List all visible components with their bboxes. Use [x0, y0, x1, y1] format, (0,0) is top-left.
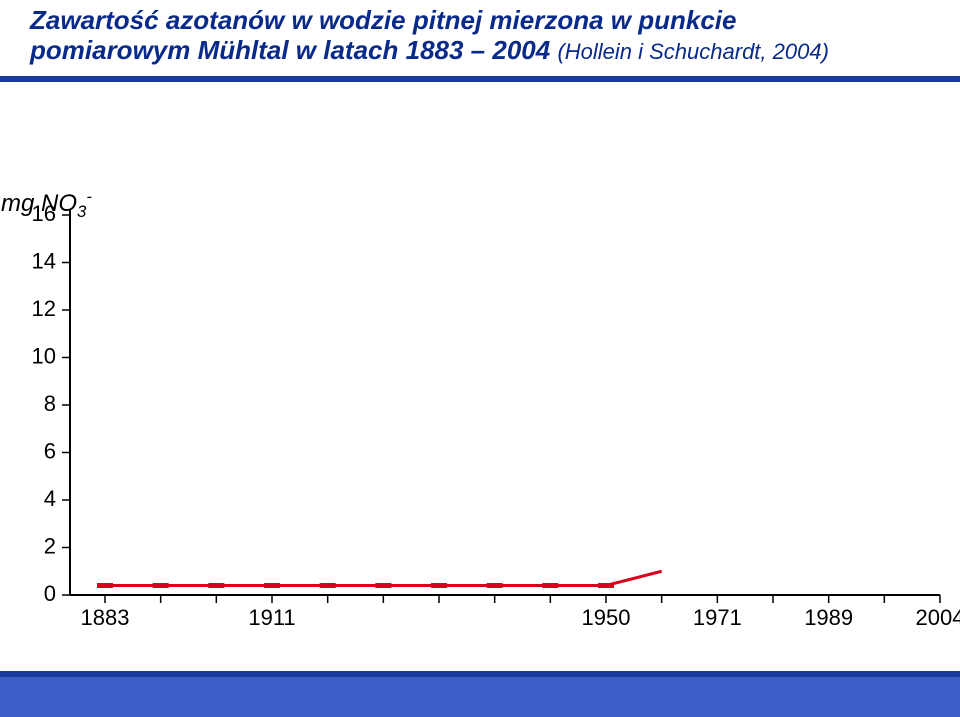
- y-tick-label: 12: [32, 296, 56, 321]
- y-tick-label: 4: [44, 486, 56, 511]
- x-tick-label: 1911: [248, 605, 295, 630]
- chart-svg: 0 2 4 6 8 10 12 14 16 1883 1911 1950 1971 1989 2004: [0, 95, 960, 650]
- title-line-2-wrap: pomiarowym Mühltal w latach 1883 – 2004 …: [30, 36, 930, 66]
- y-tick-label: 0: [44, 581, 56, 606]
- y-tick-label: 14: [32, 248, 56, 273]
- title-bar: Zawartość azotanów w wodzie pitnej mierz…: [0, 0, 960, 82]
- title-line-1: Zawartość azotanów w wodzie pitnej mierz…: [30, 6, 930, 36]
- chart-area: mg NO3- 02468101214161883191119501971198…: [0, 95, 960, 635]
- footer-bar: [0, 671, 960, 717]
- y-tick-label: 10: [32, 343, 56, 368]
- title-line-2: pomiarowym Mühltal w latach 1883 – 2004: [30, 35, 557, 65]
- x-tick-label: 2004: [916, 605, 960, 630]
- x-tick-label: 1989: [804, 605, 853, 630]
- y-tick-label: 16: [32, 201, 56, 226]
- y-tick-label: 6: [44, 438, 56, 463]
- x-tick-label: 1950: [582, 605, 631, 630]
- x-tick-label: 1883: [81, 605, 130, 630]
- y-tick-label: 8: [44, 391, 56, 416]
- page-root: Zawartość azotanów w wodzie pitnej mierz…: [0, 0, 960, 717]
- title-citation: (Hollein i Schuchardt, 2004): [557, 39, 828, 64]
- y-tick-label: 2: [44, 533, 56, 558]
- x-tick-label: 1971: [693, 605, 742, 630]
